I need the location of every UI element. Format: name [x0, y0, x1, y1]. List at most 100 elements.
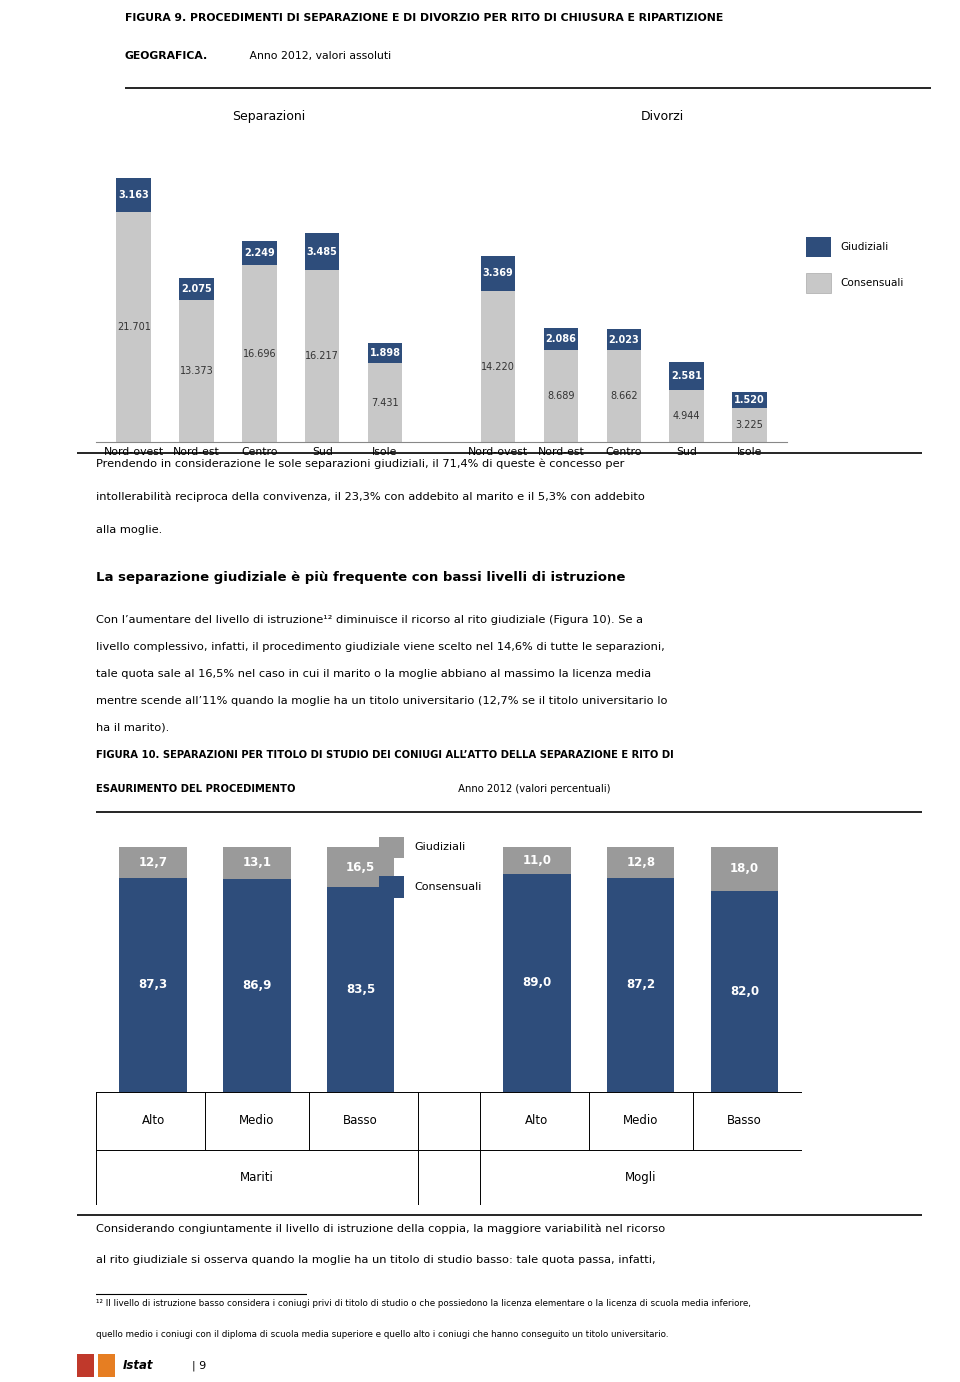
Bar: [305, 269, 340, 442]
Bar: [368, 343, 402, 363]
Text: Con l’aumentare del livello di istruzione¹² diminuisce il ricorso al rito giudiz: Con l’aumentare del livello di istruzion…: [96, 615, 643, 625]
Bar: [305, 234, 340, 269]
Text: 87,2: 87,2: [626, 978, 656, 991]
Text: tale quota sale al 16,5% nel caso in cui il marito o la moglie abbiano al massim: tale quota sale al 16,5% nel caso in cui…: [96, 669, 651, 679]
Text: 3.163: 3.163: [118, 191, 149, 200]
Bar: [119, 847, 187, 878]
Bar: [710, 847, 779, 891]
Text: FIGURA 10. SEPARAZIONI PER TITOLO DI STUDIO DEI CONIUGI ALL’ATTO DELLA SEPARAZIO: FIGURA 10. SEPARAZIONI PER TITOLO DI STU…: [96, 750, 674, 760]
Text: Istat: Istat: [123, 1359, 154, 1372]
Bar: [326, 847, 395, 887]
Text: Consensuali: Consensuali: [415, 882, 482, 891]
Text: Basso: Basso: [344, 1114, 378, 1128]
Text: 21.701: 21.701: [117, 322, 151, 332]
Text: Alto: Alto: [141, 1114, 165, 1128]
Text: 83,5: 83,5: [346, 983, 375, 996]
Text: Separazioni: Separazioni: [232, 109, 306, 123]
Bar: [481, 292, 516, 442]
Bar: [116, 211, 151, 442]
Text: 1.520: 1.520: [734, 395, 765, 405]
Text: Anno 2012 (valori percentuali): Anno 2012 (valori percentuali): [455, 784, 611, 795]
Bar: [543, 328, 578, 350]
Bar: [503, 873, 571, 1092]
Bar: [806, 238, 830, 257]
Circle shape: [27, 7, 88, 44]
Bar: [481, 256, 516, 292]
Bar: [379, 837, 404, 858]
Bar: [732, 408, 767, 442]
Text: 13,1: 13,1: [242, 857, 272, 869]
Bar: [180, 278, 214, 300]
Bar: [326, 887, 395, 1092]
Text: 13.373: 13.373: [180, 366, 213, 376]
Text: 7.431: 7.431: [372, 398, 398, 408]
Text: 4.944: 4.944: [673, 410, 701, 422]
Text: FIGURA 9. PROCEDIMENTI DI SEPARAZIONE E DI DIVORZIO PER RITO DI CHIUSURA E RIPAR: FIGURA 9. PROCEDIMENTI DI SEPARAZIONE E …: [125, 12, 723, 23]
Bar: [607, 350, 641, 442]
Text: 1.898: 1.898: [370, 348, 400, 358]
Text: Giudiziali: Giudiziali: [840, 242, 888, 252]
Text: La separazione giudiziale è più frequente con bassi livelli di istruzione: La separazione giudiziale è più frequent…: [96, 572, 625, 585]
Text: 16.217: 16.217: [305, 351, 339, 361]
Text: 87,3: 87,3: [138, 978, 168, 991]
Text: Considerando congiuntamente il livello di istruzione della coppia, la maggiore v: Considerando congiuntamente il livello d…: [96, 1223, 665, 1234]
Bar: [242, 265, 276, 442]
Text: Consensuali: Consensuali: [840, 278, 903, 287]
Text: alla moglie.: alla moglie.: [96, 525, 162, 535]
Bar: [223, 879, 291, 1092]
Text: 16.696: 16.696: [243, 348, 276, 359]
Bar: [607, 329, 641, 350]
Text: 18,0: 18,0: [730, 862, 759, 875]
Bar: [669, 390, 704, 442]
Text: Divorzi: Divorzi: [641, 109, 684, 123]
Text: 2.249: 2.249: [244, 249, 275, 258]
Text: Anno 2012, valori assoluti: Anno 2012, valori assoluti: [246, 51, 392, 61]
Text: 12,8: 12,8: [626, 855, 656, 869]
Text: Alto: Alto: [525, 1114, 548, 1128]
Text: 2.086: 2.086: [545, 334, 576, 344]
Text: E DIVORZI: E DIVORZI: [83, 28, 118, 32]
Text: 11,0: 11,0: [522, 854, 551, 867]
Bar: [379, 876, 404, 898]
Text: 2.023: 2.023: [609, 334, 639, 344]
Text: Medio: Medio: [623, 1114, 659, 1128]
Bar: [710, 891, 779, 1092]
Bar: [368, 363, 402, 442]
Text: mentre scende all’11% quando la moglie ha un titolo universitario (12,7% se il t: mentre scende all’11% quando la moglie h…: [96, 695, 667, 706]
Bar: [77, 1354, 94, 1376]
Text: quello medio i coniugi con il diploma di scuola media superiore e quello alto i : quello medio i coniugi con il diploma di…: [96, 1329, 668, 1339]
Text: statistiche: statistiche: [12, 17, 17, 44]
Text: 12,7: 12,7: [138, 855, 168, 869]
Text: 82,0: 82,0: [730, 985, 759, 998]
Bar: [116, 178, 151, 211]
Text: 16,5: 16,5: [346, 861, 375, 873]
Bar: [98, 1354, 115, 1376]
Text: SEPARAZIONI: SEPARAZIONI: [83, 11, 131, 15]
Text: Medio: Medio: [239, 1114, 275, 1128]
Text: ESAURIMENTO DEL PROCEDIMENTO: ESAURIMENTO DEL PROCEDIMENTO: [96, 784, 296, 795]
Text: livello complessivo, infatti, il procedimento giudiziale viene scelto nel 14,6% : livello complessivo, infatti, il procedi…: [96, 641, 664, 652]
Text: GEOGRAFICA.: GEOGRAFICA.: [125, 51, 208, 61]
Text: 14.220: 14.220: [481, 362, 516, 372]
Text: 3.225: 3.225: [735, 420, 763, 430]
Text: 89,0: 89,0: [522, 976, 552, 990]
Bar: [503, 847, 571, 873]
Text: ¹² Il livello di istruzione basso considera i coniugi privi di titolo di studio : ¹² Il livello di istruzione basso consid…: [96, 1299, 751, 1309]
Bar: [223, 847, 291, 879]
Bar: [607, 878, 675, 1092]
Text: 3.485: 3.485: [307, 246, 338, 257]
Bar: [543, 350, 578, 442]
Bar: [806, 274, 830, 293]
Text: Basso: Basso: [727, 1114, 762, 1128]
Bar: [732, 392, 767, 408]
Bar: [242, 242, 276, 265]
Text: Giudiziali: Giudiziali: [415, 843, 466, 853]
Text: 86,9: 86,9: [242, 978, 272, 992]
Text: 2.581: 2.581: [671, 372, 702, 381]
Bar: [607, 847, 675, 878]
Text: al rito giudiziale si osserva quando la moglie ha un titolo di studio basso: tal: al rito giudiziale si osserva quando la …: [96, 1255, 656, 1266]
Text: 2.075: 2.075: [181, 285, 212, 294]
Text: 8.689: 8.689: [547, 391, 575, 401]
Text: ha il marito).: ha il marito).: [96, 723, 169, 732]
Text: intollerabilità reciproca della convivenza, il 23,3% con addebito al marito e il: intollerabilità reciproca della conviven…: [96, 492, 645, 502]
